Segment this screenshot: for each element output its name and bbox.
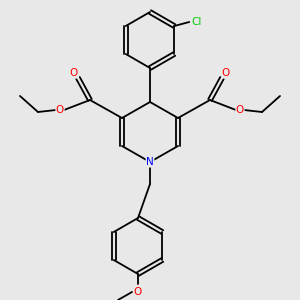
Text: O: O (134, 287, 142, 297)
Text: O: O (56, 105, 64, 115)
Text: O: O (236, 105, 244, 115)
Text: Cl: Cl (191, 17, 201, 27)
Text: N: N (146, 157, 154, 167)
Text: O: O (70, 68, 78, 78)
Text: O: O (222, 68, 230, 78)
